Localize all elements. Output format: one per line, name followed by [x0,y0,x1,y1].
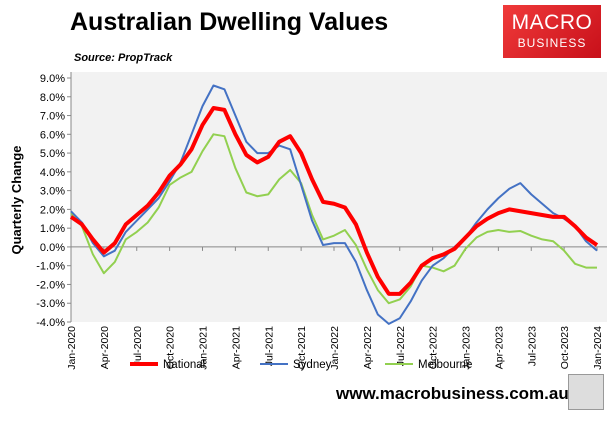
x-tick-label: Oct-2023 [559,326,571,369]
series-line-national [69,106,599,296]
x-tick-label: Jan-2022 [329,326,341,370]
y-tick-label: -4.0% [36,317,65,329]
y-tick-label: 3.0% [40,186,65,198]
x-tick-label: Oct-2021 [296,326,308,369]
x-tick-label: Jul-2023 [526,326,538,366]
y-tick-label: 1.0% [40,223,65,235]
x-tick-label: Jan-2024 [592,326,604,370]
series-line-melbourne [70,133,597,305]
logo-text-macro: MACRO [511,11,593,34]
page-title: Australian Dwelling Values [70,8,389,36]
logo-text-business: BUSINESS [517,36,587,50]
x-tick-label: Jan-2021 [198,326,210,370]
y-tick-label: 0.0% [40,242,65,254]
x-tick-label: Oct-2022 [428,326,440,369]
legend-label-national: National [163,359,205,371]
y-tick-label: 4.0% [40,167,65,179]
x-tick-label: Apr-2020 [99,326,111,369]
series-line-sydney [70,84,598,325]
x-tick-label: Jul-2020 [132,326,144,366]
x-tick-label: Jul-2022 [395,326,407,366]
plot-area [71,72,607,322]
y-tick-label: -1.0% [36,261,65,273]
y-tick-label: 2.0% [40,204,65,216]
x-tick-label: Jan-2020 [66,326,78,370]
y-tick-label: 6.0% [40,129,65,141]
y-tick-label: 9.0% [40,73,65,85]
x-tick-label: Jul-2021 [263,326,275,366]
y-tick-label: 5.0% [40,148,65,160]
wolf-logo-icon [568,374,604,410]
x-tick-label: Apr-2022 [362,326,374,369]
x-tick-label: Jan-2023 [461,326,473,370]
y-tick-label: -3.0% [36,298,65,310]
x-tick-label: Oct-2020 [165,326,177,369]
x-tick-label: Apr-2021 [230,326,242,369]
website-url: www.macrobusiness.com.au [336,384,569,403]
source-note: Source: PropTrack [74,52,173,64]
y-tick-label: -2.0% [36,279,65,291]
legend-label-melbourne: Melbourne [418,359,472,371]
y-axis-label: Quarterly Change [9,145,24,254]
y-tick-label: 8.0% [40,92,65,104]
x-tick-label: Apr-2023 [493,326,505,369]
macrobusiness-logo: MACRO BUSINESS [503,5,601,58]
legend-label-sydney: Sydney [293,359,332,371]
y-tick-label: 7.0% [40,111,65,123]
